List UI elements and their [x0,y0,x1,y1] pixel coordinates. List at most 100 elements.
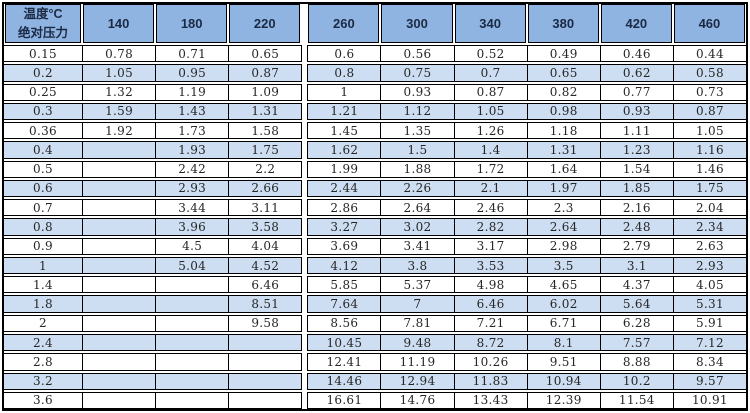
value-cell: 12.39 [526,391,600,410]
table-row: 0.25 1.32 1.19 1.09 1 0.93 0.87 0.82 0.77 0.73 [4,83,746,101]
temperature-column-header-140: 140 [83,4,155,43]
value-cell: 0.95 [155,64,229,82]
value-cell: 2.2 [228,160,302,178]
value-cell: 14.76 [380,391,454,410]
table-row: 0.15 0.78 0.71 0.65 0.6 0.56 0.52 0.49 0.46 0.44 [4,45,746,63]
column-group-gutter [301,199,308,217]
pressure-row-header: 1.8 [4,295,82,313]
value-cell: 3.27 [307,218,381,236]
value-cell: 1.09 [228,83,302,101]
value-cell [228,333,302,352]
table-row: 0.4 1.93 1.75 1.62 1.5 1.4 1.31 1.23 1.16 [4,141,746,159]
value-cell: 4.5 [155,237,229,255]
value-cell: 2.16 [599,199,673,217]
value-cell: 3.5 [526,256,600,275]
value-cell: 3.69 [307,237,381,255]
value-cell: 9.58 [228,314,302,332]
value-cell [82,218,156,236]
value-cell: 7 [380,295,454,313]
value-cell: 1.75 [228,141,302,159]
value-cell: 0.71 [155,45,229,63]
value-cell: 0.87 [228,64,302,82]
column-group-gutter [301,122,308,140]
temperature-column-header-380: 380 [527,4,599,43]
column-group-gutter [301,333,308,352]
value-cell: 1.12 [380,102,454,121]
value-cell: 11.19 [380,353,454,371]
value-cell: 0.49 [526,45,600,63]
table-row: 2 9.58 8.56 7.81 7.21 6.71 6.28 5.91 [4,314,746,332]
value-cell [82,314,156,332]
value-cell: 9.51 [526,353,600,371]
value-cell: 1.16 [672,141,746,159]
value-cell: 2.04 [672,199,746,217]
pressure-row-header: 3.6 [4,391,82,410]
value-cell: 0.78 [82,45,156,63]
value-cell [155,333,229,352]
temperature-column-header-180: 180 [156,4,228,43]
value-cell: 1.59 [82,102,156,121]
value-cell: 2.34 [672,218,746,236]
value-cell: 3.17 [453,237,527,255]
value-cell: 1.62 [307,141,381,159]
value-cell: 7.64 [307,295,381,313]
pressure-row-header: 0.15 [4,45,82,63]
value-cell: 0.73 [672,83,746,101]
table-row: 1 5.04 4.52 4.12 3.8 3.53 3.5 3.1 2.93 [4,256,746,275]
value-cell: 0.65 [228,45,302,63]
value-cell: 4.37 [599,276,673,294]
temperature-column-header-300: 300 [381,4,453,43]
value-cell: 4.65 [526,276,600,294]
value-cell [82,199,156,217]
column-group-gutter [301,314,308,332]
value-cell: 12.41 [307,353,381,371]
pressure-row-header: 1 [4,256,82,275]
value-cell [82,295,156,313]
value-cell: 6.46 [453,295,527,313]
value-cell: 8.1 [526,333,600,352]
value-cell: 1.05 [82,64,156,82]
column-group-gutter [301,83,308,101]
value-cell: 10.45 [307,333,381,352]
value-cell [82,353,156,371]
value-cell: 0.6 [307,45,381,63]
value-cell: 0.52 [453,45,527,63]
value-cell: 8.51 [228,295,302,313]
value-cell: 5.91 [672,314,746,332]
temperature-column-header-220: 220 [229,4,301,43]
value-cell: 8.34 [672,353,746,371]
pressure-row-header: 0.3 [4,102,82,121]
temperature-column-header-460: 460 [673,4,745,43]
table-row: 0.9 4.5 4.04 3.69 3.41 3.17 2.98 2.79 2.63 [4,237,746,255]
value-cell: 7.12 [672,333,746,352]
value-cell [82,160,156,178]
table-row: 0.7 3.44 3.11 2.86 2.64 2.46 2.3 2.16 2.04 [4,199,746,217]
value-cell: 1.85 [599,179,673,198]
value-cell: 1.75 [672,179,746,198]
value-cell: 1.43 [155,102,229,121]
value-cell: 3.02 [380,218,454,236]
value-cell: 5.31 [672,295,746,313]
table-row: 3.6 16.61 14.76 13.43 12.39 11.54 10.91 [4,391,746,410]
value-cell: 11.54 [599,391,673,410]
value-cell: 3.58 [228,218,302,236]
value-cell: 6.46 [228,276,302,294]
value-cell [82,333,156,352]
value-cell [155,295,229,313]
corner-label-pressure: 绝对压力 [17,25,68,40]
value-cell: 4.04 [228,237,302,255]
column-group-gutter [301,276,308,294]
table-row: 2.4 10.45 9.48 8.72 8.1 7.57 7.12 [4,333,746,352]
value-cell [228,353,302,371]
value-cell: 7.57 [599,333,673,352]
value-cell: 1.99 [307,160,381,178]
value-cell: 3.96 [155,218,229,236]
value-cell: 3.44 [155,199,229,217]
value-cell: 4.98 [453,276,527,294]
value-cell: 2.98 [526,237,600,255]
value-cell: 0.56 [380,45,454,63]
value-cell: 8.72 [453,333,527,352]
value-cell [228,372,302,390]
value-cell: 0.8 [307,64,381,82]
value-cell: 1.31 [526,141,600,159]
